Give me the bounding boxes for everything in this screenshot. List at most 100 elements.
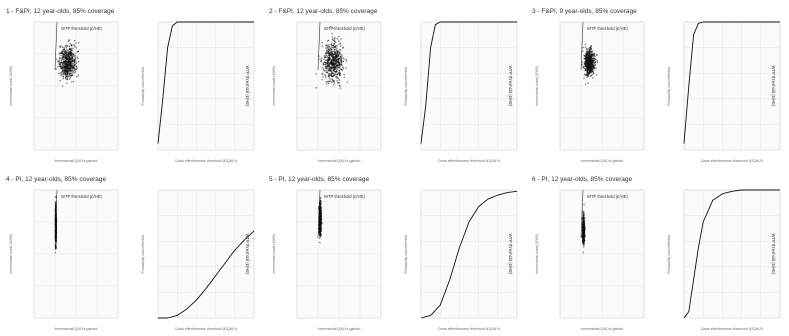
scatter-point [319,232,322,235]
scatter-point [66,72,69,74]
scatter-point [319,205,321,207]
scatter-point [587,71,590,73]
panel-2: 2 - F&PI, 12 year-olds, 85% coverage WTP … [263,0,526,168]
scatter-point [58,57,61,59]
scatter-point [583,203,585,206]
scatter-point [332,68,335,71]
scatter-point [583,236,585,238]
scatter-point [594,60,597,63]
scatter-point [591,68,594,71]
scatter-points [55,39,80,87]
scatter-point [340,57,342,59]
plot-frame [420,189,518,319]
scatter-point [65,72,67,75]
scatter-point [58,72,60,75]
scatter-point [590,69,593,72]
scatter-point [339,55,342,58]
panel-title: 3 - F&PI, 9 year-olds, 85% coverage [532,8,637,15]
scatter-point [65,44,67,46]
scatter-point [73,39,76,42]
scatter-point [61,70,64,72]
scatter-point [586,53,588,56]
scatter-x-axis-label: Incremental QALYs gained [55,159,98,163]
scatter-point [595,67,597,70]
scatter-point [593,54,595,56]
scatter-point [586,72,589,74]
scatter-point [69,68,71,70]
panel-svg: WTP threshold (£/HE) Incremental costs (£… [272,21,518,163]
panel-6: 6 - PI, 12 year-olds, 85% coverage WTP th… [526,168,789,336]
scatter-point [332,39,334,41]
scatter-point [336,52,338,54]
scatter-point [329,74,332,77]
scatter-point [73,63,75,65]
scatter-point [72,62,74,65]
scatter-point [65,52,67,55]
scatter-point [337,66,340,68]
scatter-point [582,222,585,224]
scatter-point [333,57,335,59]
scatter-point [60,75,62,77]
scatter-point [586,50,588,53]
scatter-point [338,72,340,75]
scatter-point [54,245,57,248]
scatter-point [590,60,593,63]
scatter-point [335,69,338,72]
scatter-point [331,50,333,52]
scatter-point [63,69,66,71]
scatter-point [59,72,62,74]
scatter-point [330,81,333,83]
scatter-point [73,65,76,67]
scatter-point [331,56,334,58]
scatter-point [55,200,57,203]
scatter-point [333,73,335,75]
panel-4: 4 - PI, 12 year-olds, 85% coverage WTP th… [0,168,263,336]
scatter-point [72,47,75,50]
scatter-y-axis-label: Incremental costs (£000) [9,234,13,274]
scatter-point [61,67,64,69]
scatter-point [336,48,338,50]
scatter-point [582,221,584,223]
scatter-point [582,246,585,248]
scatter-point [54,208,57,210]
scatter-point [55,233,57,235]
scatter-point [326,64,329,67]
scatter-point [326,56,328,59]
scatter-point [340,38,342,40]
scatter-point [67,49,70,52]
scatter-point [320,59,323,61]
scatter-point [67,68,70,71]
panel-svg: WTP threshold (£/HE) Incremental costs (£… [272,189,518,331]
scatter-point [592,70,594,72]
scatter-point [320,235,322,237]
scatter-point [333,50,335,53]
scatter-point [329,60,332,63]
panel-title: 4 - PI, 12 year-olds, 85% coverage [6,176,107,183]
scatter-x-axis-label: Incremental QALYs gained [581,327,624,331]
scatter-point [330,46,333,48]
scatter-point [336,61,338,64]
scatter-point [341,64,343,66]
scatter-point [338,67,340,70]
scatter-point [319,197,322,200]
scatter-point [338,70,341,72]
scatter-point [322,61,325,64]
scatter-point [73,69,75,72]
scatter-point [65,75,68,78]
scatter-point [66,53,68,56]
scatter-point [76,67,78,69]
grid [33,21,119,151]
scatter-point [586,76,588,79]
scatter-point [346,81,349,83]
scatter-point [587,75,590,77]
scatter-point [334,51,336,54]
scatter-point [55,225,57,228]
scatter-point [585,56,587,59]
scatter-point [583,212,585,214]
scatter-point [590,55,592,58]
scatter-point [60,45,62,47]
scatter-point [588,48,590,50]
wtp-threshold-label: WTP threshold (£/HE) [61,26,102,31]
scatter-point [315,73,317,75]
scatter-point [75,65,78,67]
